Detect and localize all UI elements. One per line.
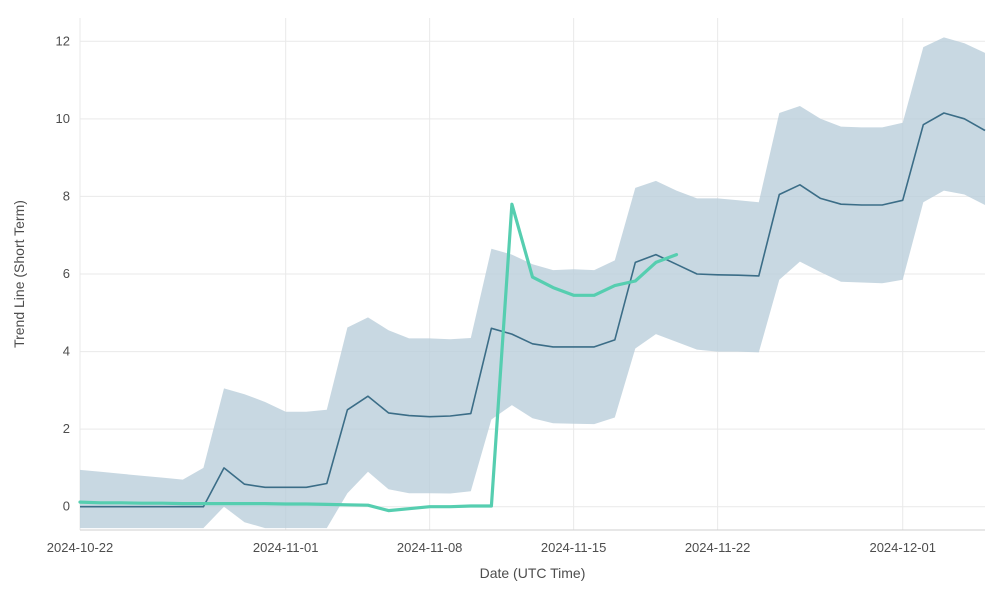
y-tick-label: 0: [63, 499, 70, 514]
y-tick-label: 4: [63, 344, 70, 359]
x-tick-label: 2024-11-01: [253, 540, 319, 555]
x-tick-label: 2024-11-08: [397, 540, 463, 555]
x-tick-label: 2024-11-15: [541, 540, 607, 555]
x-tick-label: 2024-12-01: [869, 540, 936, 555]
trend-chart: 0 2 4 6 8 10 12 2024-10-22 2024-11-01 2024-11-08 2…: [0, 0, 1000, 600]
y-tick-label: 8: [63, 188, 70, 203]
y-axis-title: Trend Line (Short Term): [11, 200, 27, 348]
y-tick-label: 6: [63, 266, 70, 281]
y-tick-label: 12: [56, 33, 70, 48]
y-tick-label: 10: [56, 111, 70, 126]
y-tick-label: 2: [63, 421, 70, 436]
x-axis-title: Date (UTC Time): [480, 565, 586, 581]
x-tick-label: 2024-11-22: [685, 540, 751, 555]
x-tick-label: 2024-10-22: [47, 540, 114, 555]
